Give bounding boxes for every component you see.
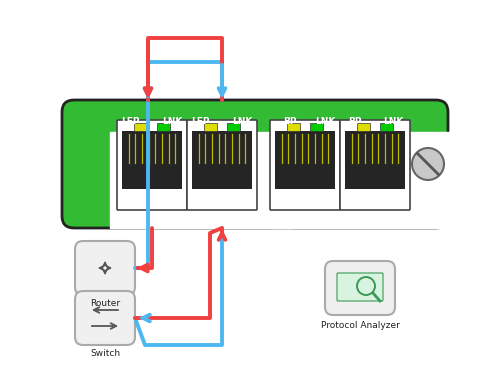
Bar [227, 123, 240, 131]
FancyBboxPatch shape [187, 120, 257, 210]
FancyBboxPatch shape [110, 132, 292, 228]
Text: BP: BP [348, 117, 362, 126]
Text: LFP: LFP [191, 117, 209, 126]
Text: B: B [218, 211, 226, 221]
Text: D: D [370, 211, 380, 221]
Text: LNK: LNK [315, 117, 335, 126]
Bar [310, 123, 323, 131]
Circle shape [412, 148, 444, 180]
FancyBboxPatch shape [272, 132, 454, 228]
Text: LFP: LFP [121, 117, 139, 126]
Text: BP: BP [283, 117, 297, 126]
FancyBboxPatch shape [122, 131, 182, 189]
Bar [157, 123, 170, 131]
FancyBboxPatch shape [117, 120, 187, 210]
Bar [357, 123, 370, 131]
FancyBboxPatch shape [275, 131, 335, 189]
Text: Protocol Analyzer: Protocol Analyzer [320, 321, 400, 330]
FancyBboxPatch shape [62, 100, 448, 228]
FancyBboxPatch shape [340, 120, 410, 210]
Text: Router: Router [90, 298, 120, 307]
FancyBboxPatch shape [325, 261, 395, 315]
Bar [204, 123, 217, 131]
FancyBboxPatch shape [75, 291, 135, 345]
Bar [287, 123, 300, 131]
FancyBboxPatch shape [192, 131, 252, 189]
Text: C: C [301, 211, 309, 221]
Text: LNK: LNK [162, 117, 182, 126]
Text: LNK: LNK [383, 117, 403, 126]
FancyBboxPatch shape [337, 273, 383, 301]
Text: Switch: Switch [90, 348, 120, 357]
FancyBboxPatch shape [345, 131, 405, 189]
FancyBboxPatch shape [270, 120, 340, 210]
Text: LNK: LNK [232, 117, 252, 126]
Text: A: A [148, 211, 156, 221]
Bar [380, 123, 393, 131]
FancyBboxPatch shape [75, 241, 135, 295]
Bar [134, 123, 147, 131]
